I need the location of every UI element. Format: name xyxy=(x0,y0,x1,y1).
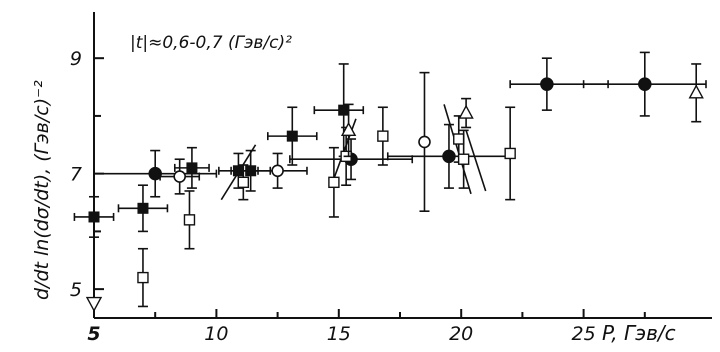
marker-filled-circle xyxy=(442,149,456,164)
marker-open-square xyxy=(237,176,250,189)
data-point xyxy=(137,247,149,308)
data-point xyxy=(73,195,115,238)
data-point xyxy=(504,106,516,201)
marker-filled-circle xyxy=(638,77,652,91)
data-point xyxy=(237,164,250,201)
marker-open-square xyxy=(504,147,516,160)
data-point xyxy=(688,63,704,123)
marker-open-square xyxy=(457,153,470,165)
marker-open-square xyxy=(328,176,340,189)
x-tick-label: 5 xyxy=(87,323,100,345)
marker-filled-square xyxy=(88,211,100,223)
marker-open-triangle-up xyxy=(340,121,357,137)
data-point xyxy=(457,129,470,189)
marker-filled-circle xyxy=(148,166,162,181)
marker-open-triangle-down xyxy=(85,296,103,313)
marker-filled-circle xyxy=(540,77,554,91)
data-point xyxy=(267,106,318,166)
data-point xyxy=(386,123,511,189)
data-points xyxy=(73,51,707,313)
marker-open-triangle-up xyxy=(458,104,474,119)
data-point xyxy=(458,97,474,129)
data-point xyxy=(328,146,340,218)
x-axis-label: P, Гэв/с xyxy=(602,321,676,345)
slope-line xyxy=(443,104,472,195)
marker-filled-square xyxy=(137,202,149,214)
data-point xyxy=(247,152,308,189)
data-point xyxy=(159,158,201,195)
marker-open-square xyxy=(453,133,465,145)
marker-open-square xyxy=(377,130,389,142)
chart-annotation: |t|≈0,6-0,7 (Гэв/с)² xyxy=(130,33,292,53)
axes xyxy=(93,12,712,319)
data-point xyxy=(418,71,431,212)
ticks xyxy=(93,57,646,318)
y-tick-label: 5 xyxy=(70,279,82,301)
data-point xyxy=(173,146,210,189)
marker-open-circle xyxy=(418,135,431,149)
data-point xyxy=(377,106,389,166)
data-point xyxy=(340,103,357,158)
x-tick-label: 10 xyxy=(204,323,228,345)
x-tick-label: 25 xyxy=(572,323,596,345)
marker-open-circle xyxy=(271,164,284,178)
data-point xyxy=(183,190,196,250)
data-point xyxy=(582,51,707,117)
marker-filled-square xyxy=(286,130,298,142)
data-point xyxy=(93,149,218,198)
marker-open-square xyxy=(137,271,149,284)
marker-open-circle xyxy=(173,170,186,183)
y-axis-label: d/dt ln(dσ/dt), (Гэв/с)⁻² xyxy=(31,80,53,300)
x-tick-label: 20 xyxy=(449,323,473,345)
y-tick-label: 9 xyxy=(70,48,82,70)
x-tick-label: 15 xyxy=(327,323,351,345)
data-point xyxy=(117,184,169,233)
data-point xyxy=(313,63,365,158)
marker-filled-square xyxy=(338,104,350,116)
tick-labels: 5 10 15 20 25 5 7 9 xyxy=(70,48,596,345)
y-tick-label: 7 xyxy=(70,164,82,186)
marker-open-square xyxy=(183,214,196,226)
data-point xyxy=(85,296,103,313)
slope-line xyxy=(465,130,487,192)
marker-filled-square xyxy=(186,162,198,174)
marker-open-triangle-up xyxy=(688,84,704,99)
